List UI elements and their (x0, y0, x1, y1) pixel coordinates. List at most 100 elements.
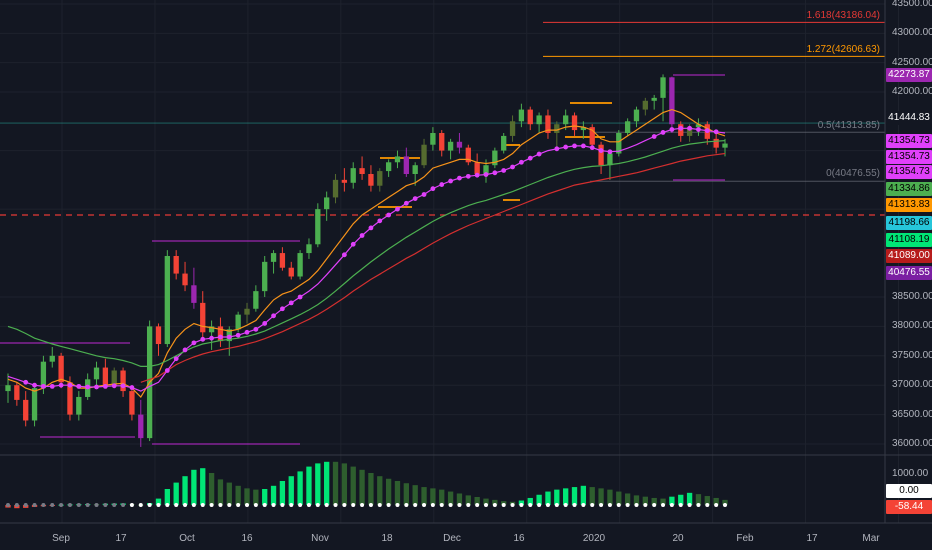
marker-dot (288, 300, 294, 306)
zero-dot (236, 503, 241, 507)
zero-dot (103, 503, 108, 507)
time-axis-label[interactable]: 17 (115, 533, 127, 544)
histogram-bar (474, 497, 480, 505)
histogram-bar (686, 492, 693, 505)
time-axis-label[interactable]: Feb (736, 533, 754, 544)
histogram-bar (580, 485, 587, 505)
histogram-bar (288, 476, 294, 505)
time-axis-label[interactable]: 16 (241, 533, 253, 544)
candle-body (270, 253, 277, 262)
time-axis-label[interactable]: 18 (381, 533, 393, 544)
price-tag[interactable]: 41198.66 (886, 216, 932, 230)
candle-body (31, 388, 38, 421)
price-axis-label: 43000.00 (892, 27, 932, 39)
marker-dot (341, 252, 347, 258)
price-tag[interactable]: 41444.83 (886, 111, 932, 125)
histogram-bar (430, 488, 436, 505)
histogram-bar (518, 500, 525, 505)
price-tag[interactable]: 41354.73 (886, 165, 932, 179)
marker-dot (465, 173, 471, 179)
candle-body (607, 153, 613, 166)
candle-body (536, 115, 542, 125)
zero-dot (183, 503, 188, 507)
candle-body (350, 168, 356, 183)
zero-dot (59, 503, 64, 507)
time-axis-label[interactable]: 20 (672, 533, 684, 544)
candle-body (341, 179, 348, 183)
histogram-bar (642, 496, 648, 505)
time-axis-label[interactable]: 17 (806, 533, 818, 544)
zero-dot (333, 503, 338, 507)
zero-dot (262, 503, 267, 507)
marker-dot (49, 383, 55, 389)
candle-body (102, 367, 109, 386)
price-tag[interactable]: 41108.19 (886, 233, 932, 247)
marker-dot (536, 151, 542, 157)
time-axis-label[interactable]: Dec (443, 533, 461, 544)
zero-dot (191, 503, 196, 507)
marker-dot (226, 334, 232, 340)
time-axis-label[interactable]: Nov (311, 533, 329, 544)
candle-body (164, 256, 170, 345)
time-axis-label[interactable]: 16 (513, 533, 525, 544)
candle-body (571, 115, 578, 131)
price-tag[interactable]: 42273.87 (886, 68, 932, 82)
marker-dot (395, 206, 400, 212)
candle-body (669, 77, 675, 125)
zero-dot (696, 503, 701, 507)
candle-body (155, 326, 162, 345)
price-tag[interactable]: 41313.83 (886, 198, 932, 212)
candle-body (722, 143, 728, 148)
candle-body (421, 144, 427, 166)
price-tag[interactable]: 40476.55 (886, 266, 932, 280)
price-tag[interactable]: 41334.86 (886, 182, 932, 196)
histogram-bar (403, 483, 409, 505)
marker-dot (23, 379, 29, 385)
candle-body (465, 147, 471, 163)
marker-dot (386, 212, 392, 218)
histogram-bar (262, 489, 268, 505)
zero-dot (422, 503, 427, 507)
histogram-bar (332, 461, 339, 505)
candle-body (412, 165, 418, 174)
marker-dots (23, 125, 719, 390)
zero-dot (643, 503, 648, 507)
candle-body (244, 308, 250, 315)
marker-dot (218, 334, 223, 340)
candle-body (616, 133, 622, 154)
price-axis-label: 42500.00 (892, 56, 932, 68)
candle-body (58, 355, 64, 383)
time-axis-label[interactable]: Sep (52, 533, 70, 544)
price-axis-label: 43500.00 (892, 0, 932, 9)
time-axis-label[interactable]: Oct (179, 533, 195, 544)
candle-body (173, 256, 179, 274)
marker-dot (510, 164, 515, 170)
price-tag[interactable]: 41354.73 (886, 134, 932, 148)
candle-body (297, 253, 303, 277)
price-tag[interactable]: 41089.00 (886, 249, 932, 263)
candle-body (695, 124, 702, 128)
price-axis-label: 42000.00 (892, 86, 932, 97)
price-axis-label: 38000.00 (892, 320, 932, 332)
marker-dot (41, 383, 46, 389)
time-axis-label[interactable]: Mar (862, 533, 880, 544)
histogram-value-tag[interactable]: -58.44 (886, 500, 932, 514)
candle-body (660, 77, 666, 98)
zero-dot (138, 503, 143, 507)
candle-body (563, 115, 569, 125)
histogram-zero-tag[interactable]: 0.00 (886, 484, 932, 498)
ma-line-2 (7, 127, 726, 392)
candle-body (200, 302, 206, 333)
candle-body (129, 391, 135, 415)
histogram-bar (244, 488, 250, 505)
zero-dot (280, 503, 285, 507)
marker-dot (483, 172, 489, 177)
marker-dot (430, 186, 436, 192)
marker-dot (607, 149, 613, 155)
time-axis-label[interactable]: 2020 (582, 533, 606, 544)
histogram-bar (713, 497, 719, 505)
price-axis-label: 37000.00 (892, 379, 932, 391)
price-tag[interactable]: 41354.73 (886, 150, 932, 164)
